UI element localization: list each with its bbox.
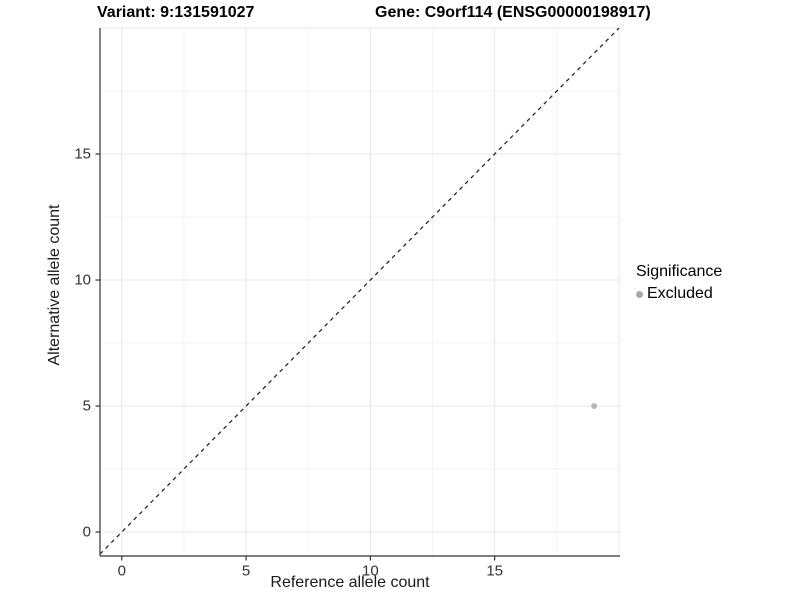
y-tick-label: 15 [74, 146, 91, 163]
legend-item-label: Excluded [647, 285, 713, 302]
x-tick-label: 15 [486, 562, 503, 579]
x-axis-title: Reference allele count [270, 574, 430, 591]
identity-line [99, 27, 620, 555]
x-tick-label: 5 [242, 562, 250, 579]
legend-item-excluded: Excluded [636, 285, 722, 303]
gene-title: Gene: C9orf114 (ENSG00000198917) [375, 4, 651, 21]
y-tick-label: 0 [83, 524, 91, 541]
legend-point-icon [636, 290, 643, 298]
variant-title: Variant: 9:131591027 [97, 4, 255, 21]
legend-title: Significance [636, 263, 723, 280]
x-tick-label: 0 [118, 562, 126, 579]
x-tick-label: 10 [362, 562, 379, 579]
y-axis-title: Alternative allele count [46, 204, 63, 366]
y-tick-label: 10 [74, 272, 91, 289]
legend: Significance Excluded [636, 263, 722, 303]
y-tick-label: 5 [83, 398, 91, 415]
data-point [591, 403, 598, 410]
